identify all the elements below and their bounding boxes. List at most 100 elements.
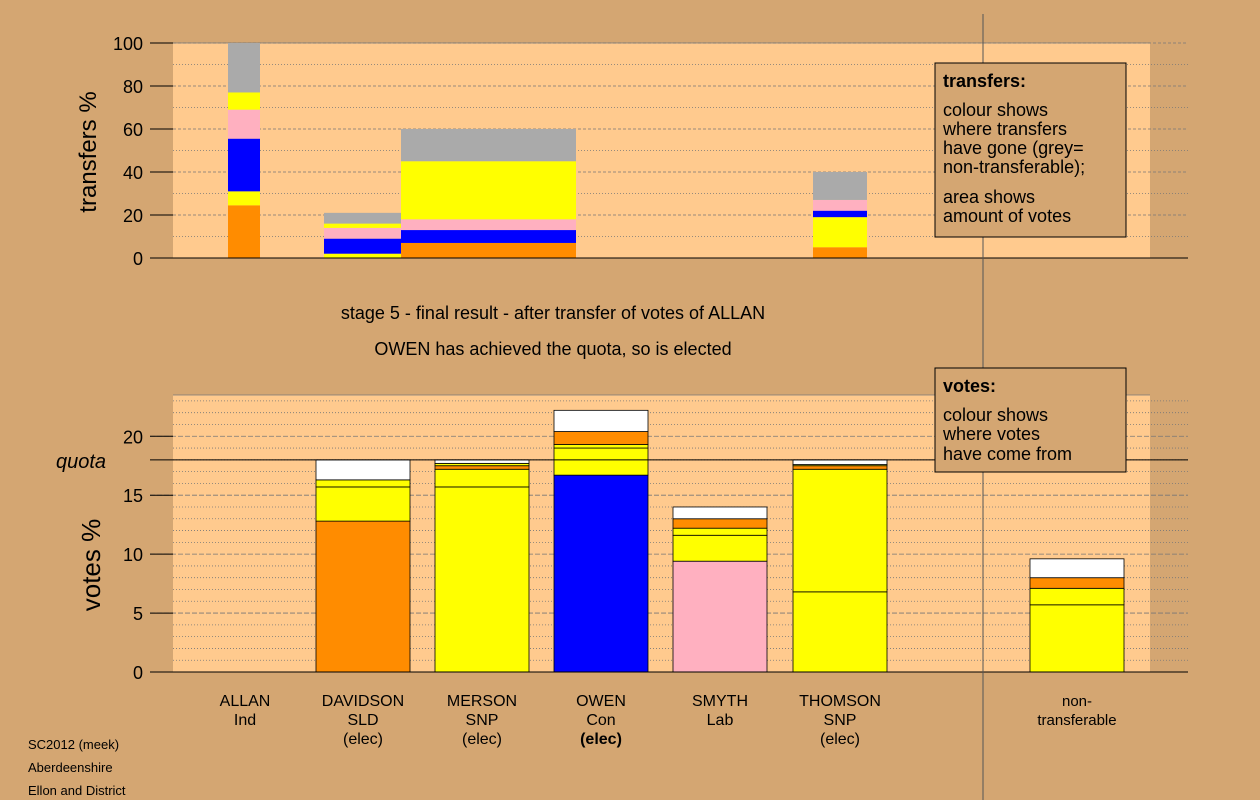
y-tick-label: 20 (123, 427, 143, 447)
transfers-legend-line: have gone (grey= (943, 138, 1084, 158)
votes-legend-line: where votes (942, 424, 1040, 444)
candidate-party: Con (586, 712, 615, 729)
transfer-segment (228, 191, 260, 206)
candidate-party: Ind (234, 712, 256, 729)
vote-segment (1029, 558, 1125, 579)
vote-segment (792, 459, 888, 465)
candidate-name: MERSON (447, 693, 517, 710)
candidate-status: (elec) (462, 731, 502, 748)
transfers-legend-line: where transfers (942, 119, 1067, 139)
vote-segment (553, 474, 649, 673)
vote-segment (553, 444, 649, 449)
vote-segment (315, 459, 411, 481)
vote-segment (792, 591, 888, 673)
candidate-name: THOMSON (799, 693, 881, 710)
transfer-segment (228, 43, 260, 93)
transfer-segment (813, 217, 867, 248)
transfer-segment (228, 205, 260, 258)
footer-line: SC2012 (meek) (28, 737, 119, 752)
vote-segment (434, 465, 530, 470)
candidate-party: SLD (347, 712, 378, 729)
transfers-legend-line: colour shows (943, 100, 1048, 120)
votes-y-ticks: 0 5 10 15 20 (123, 427, 173, 683)
vote-segment (434, 486, 530, 673)
stage-subtitle: OWEN has achieved the quota, so is elect… (374, 339, 731, 359)
vote-segment (1029, 604, 1125, 673)
vote-segment (1029, 577, 1125, 589)
transfer-segment (401, 161, 576, 220)
transfers-legend-line: non-transferable); (943, 157, 1085, 177)
transfer-segment (324, 238, 401, 254)
transfer-segment (324, 223, 401, 228)
vote-segment (434, 468, 530, 488)
footer-line: Aberdeenshire (28, 760, 113, 775)
candidate-labels: ALLAN Ind DAVIDSON SLD (elec) MERSON SNP (elec)… (220, 693, 1117, 748)
candidate-name: DAVIDSON (322, 693, 404, 710)
vote-segment (672, 518, 768, 529)
vote-segment (553, 431, 649, 445)
y-tick-label: 80 (123, 77, 143, 97)
votes-legend: votes: colour shows where votes have com… (934, 367, 1127, 473)
transfer-segment (228, 138, 260, 192)
footer-line: Ellon and District (28, 783, 126, 798)
vote-segment (315, 486, 411, 522)
vote-segment (792, 465, 888, 470)
transfer-segment (228, 109, 260, 139)
quota-label: quota (56, 451, 106, 473)
transfers-legend: transfers: colour shows where transfers … (934, 62, 1127, 238)
candidate-name: non- (1062, 693, 1092, 710)
vote-segment (434, 459, 530, 464)
y-tick-label: 60 (123, 120, 143, 140)
vote-segment (672, 506, 768, 520)
candidate-party: Lab (707, 712, 734, 729)
y-tick-label: 0 (133, 663, 143, 683)
candidate-status: (elec) (580, 731, 622, 748)
transfer-segment (813, 247, 867, 258)
candidate-status: (elec) (343, 731, 383, 748)
transfers-y-axis-label: transfers % (75, 91, 102, 212)
transfers-legend-line: area shows (943, 187, 1035, 207)
transfer-segment (813, 199, 867, 211)
y-tick-label: 15 (123, 486, 143, 506)
y-tick-label: 5 (133, 604, 143, 624)
transfer-segment (401, 219, 576, 231)
vote-segment (315, 520, 411, 673)
y-tick-label: 100 (113, 34, 143, 54)
transfer-segment (324, 253, 401, 258)
transfer-segment (401, 242, 576, 258)
votes-legend-line: have come from (943, 444, 1072, 464)
votes-bars (315, 409, 1125, 673)
y-tick-label: 0 (133, 249, 143, 269)
candidate-party: SNP (824, 712, 857, 729)
vote-segment (553, 409, 649, 432)
transfer-segment (324, 227, 401, 239)
transfer-segment (401, 129, 576, 162)
candidate-name: ALLAN (220, 693, 271, 710)
votes-legend-line: colour shows (943, 405, 1048, 425)
stage-title: stage 5 - final result - after transfer … (341, 303, 765, 323)
candidate-party: transferable (1037, 712, 1116, 729)
y-tick-label: 40 (123, 163, 143, 183)
transfer-segment (324, 212, 401, 224)
vote-segment (315, 479, 411, 488)
y-tick-label: 20 (123, 206, 143, 226)
vote-segment (672, 527, 768, 536)
transfers-y-ticks: 0 20 40 60 80 100 (113, 34, 173, 269)
vote-segment (672, 534, 768, 562)
candidate-party: SNP (466, 712, 499, 729)
votes-legend-title: votes: (943, 376, 996, 396)
candidate-status: (elec) (820, 731, 860, 748)
transfer-segment (813, 210, 867, 218)
transfers-gridlines (173, 42, 1188, 237)
transfer-segment (401, 230, 576, 243)
candidate-name: OWEN (576, 693, 626, 710)
y-tick-label: 10 (123, 545, 143, 565)
vote-segment (1029, 587, 1125, 606)
transfers-bars (228, 43, 867, 258)
vote-segment (672, 560, 768, 673)
transfer-segment (813, 172, 867, 200)
transfers-legend-title: transfers: (943, 71, 1026, 91)
vote-segment (553, 447, 649, 476)
transfer-segment (228, 92, 260, 110)
